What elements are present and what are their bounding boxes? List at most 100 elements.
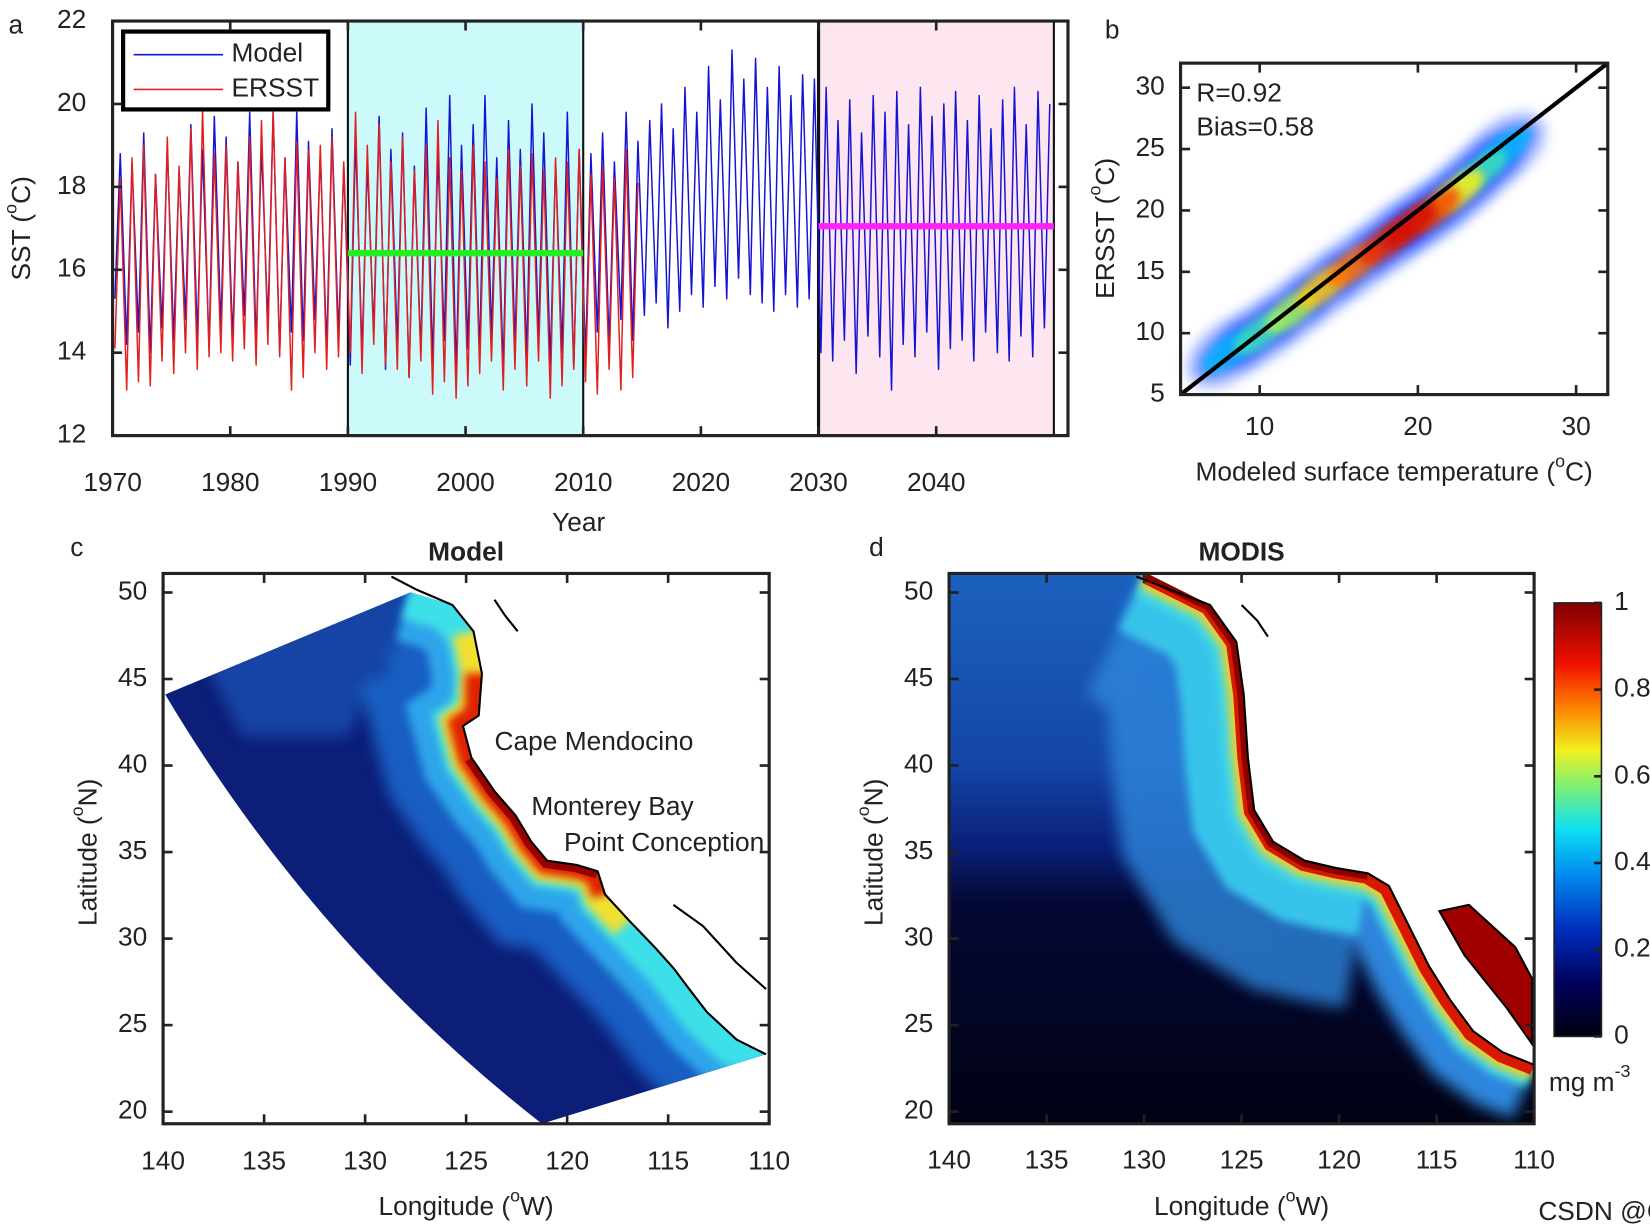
y-tick-label: 20	[57, 87, 86, 117]
y-tick-label: 25	[118, 1008, 147, 1038]
y-axis-label: Latitude (oN)	[853, 779, 889, 926]
watermark: CSDN @CS数模	[1538, 1196, 1650, 1226]
y-tick-label: 14	[57, 336, 86, 366]
label-text: C)	[1565, 456, 1593, 486]
stat-annotation: Bias=0.58	[1196, 111, 1314, 141]
colorbar-tick-label: 0.6	[1614, 759, 1650, 789]
modis-chlorophyll-field	[949, 573, 1535, 1124]
label-superscript: o	[1555, 451, 1565, 471]
y-tick-label: 40	[118, 748, 147, 778]
colorbar-label: mg m-3	[1549, 1061, 1631, 1097]
x-tick-label: 30	[1561, 411, 1590, 441]
y-axis-label: SST (oC)	[0, 176, 36, 280]
y-tick-label: 18	[57, 170, 86, 200]
colorbar-tick-label: 0	[1614, 1019, 1629, 1049]
panel-label: a	[8, 9, 23, 39]
x-tick-label: 130	[1122, 1145, 1166, 1175]
y-axis-label: ERSST (oC)	[1084, 158, 1120, 299]
label-text: C)	[1090, 158, 1120, 186]
label-text: N)	[858, 779, 888, 807]
y-tick-label: 30	[904, 922, 933, 952]
y-tick-label: 25	[1136, 132, 1165, 162]
one-to-one-line	[1179, 61, 1610, 397]
legend-label: Model	[231, 38, 303, 68]
y-tick-label: 45	[904, 662, 933, 692]
x-tick-label: 115	[647, 1146, 689, 1176]
y-tick-label: 35	[904, 835, 933, 865]
y-tick-label: 45	[118, 662, 147, 692]
y-tick-label: 16	[57, 253, 86, 283]
label-superscript: o	[853, 806, 873, 816]
x-tick-label: 130	[343, 1146, 387, 1176]
label-text: W)	[520, 1191, 554, 1221]
label-superscript: o	[67, 806, 87, 816]
period-span	[347, 21, 584, 436]
colorbar-tick-label: 1	[1614, 586, 1629, 616]
x-axis-label: Year	[552, 507, 605, 537]
panel-label: b	[1105, 15, 1120, 45]
label-text: Longitude (	[379, 1191, 511, 1221]
colorbar-tick-label: 0.4	[1614, 846, 1650, 876]
x-tick-label: 1970	[83, 467, 142, 497]
x-tick-label: 20	[1403, 411, 1432, 441]
x-tick-label: 1980	[201, 467, 260, 497]
label-superscript: o	[1084, 186, 1104, 196]
y-tick-label: 50	[904, 575, 933, 605]
density-core	[1383, 203, 1437, 248]
label-text: SST (	[6, 214, 36, 281]
plot-frame	[1178, 61, 1610, 397]
y-axis-label: Latitude (oN)	[67, 779, 103, 926]
x-tick-label: 2020	[672, 467, 731, 497]
x-tick-label: 115	[1416, 1145, 1458, 1175]
y-tick-label: 15	[1136, 255, 1165, 285]
plot-frame	[111, 19, 1070, 438]
y-tick-label: 40	[904, 748, 933, 778]
stat-annotation: R=0.92	[1196, 78, 1282, 108]
x-tick-label: 125	[1220, 1145, 1264, 1175]
y-tick-label: 20	[118, 1095, 147, 1125]
x-tick-label: 110	[748, 1146, 790, 1176]
label-text: W)	[1296, 1191, 1330, 1221]
x-axis-label: Longitude (oW)	[1154, 1185, 1329, 1221]
y-tick-label: 30	[118, 922, 147, 952]
y-tick-label: 10	[1136, 316, 1165, 346]
x-tick-label: 10	[1245, 411, 1274, 441]
x-tick-label: 135	[1025, 1145, 1069, 1175]
y-tick-label: 50	[118, 575, 147, 605]
label-text: Latitude (	[858, 816, 888, 926]
legend-box	[121, 29, 331, 112]
panel-label: d	[869, 532, 884, 562]
x-tick-label: 125	[444, 1146, 488, 1176]
label-text: Longitude (	[1154, 1191, 1286, 1221]
colorbar-tick-label: 0.8	[1614, 673, 1650, 703]
y-tick-label: 20	[904, 1095, 933, 1125]
y-tick-label: 22	[57, 4, 86, 34]
x-tick-label: 2010	[554, 467, 613, 497]
y-tick-label: 25	[904, 1008, 933, 1038]
place-annotation: Cape Mendocino	[495, 726, 694, 756]
label-superscript: o	[1286, 1185, 1296, 1205]
label-text: Modeled surface temperature (	[1196, 456, 1556, 486]
x-axis-label: Modeled surface temperature (oC)	[1196, 451, 1593, 487]
y-tick-label: 30	[1136, 71, 1165, 101]
x-tick-label: 2030	[789, 467, 848, 497]
y-tick-label: 5	[1150, 378, 1165, 408]
label-text: N)	[72, 779, 102, 807]
label-text: mg m	[1549, 1067, 1615, 1097]
x-axis-label: Longitude (oW)	[379, 1185, 554, 1221]
panel-label: c	[70, 532, 83, 562]
y-tick-label: 12	[57, 419, 86, 449]
map-title: Model	[428, 536, 504, 566]
label-superscript: o	[510, 1185, 520, 1205]
place-annotation: Monterey Bay	[531, 791, 694, 821]
sst-line	[114, 107, 639, 399]
label-text: C)	[6, 176, 36, 204]
label-text: ERSST (	[1090, 195, 1120, 299]
y-tick-label: 20	[1136, 193, 1165, 223]
x-tick-label: 140	[141, 1146, 185, 1176]
map-title: MODIS	[1198, 536, 1284, 566]
x-tick-label: 135	[242, 1146, 286, 1176]
